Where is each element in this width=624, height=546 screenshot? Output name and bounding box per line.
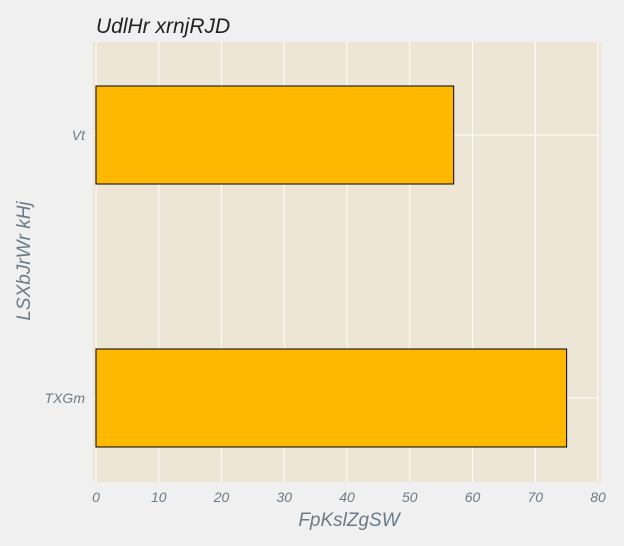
x-tick-label: 70: [527, 489, 543, 505]
y-tick-labels: Vt TXGm: [45, 127, 87, 406]
y-tick-label: Vt: [72, 127, 86, 143]
y-tick-label: TXGm: [45, 390, 86, 406]
bar-vt: [95, 85, 455, 185]
x-tick-label: 30: [276, 489, 292, 505]
y-axis-label: LSXbJrWr kHj: [14, 201, 35, 321]
bar-txgm: [95, 348, 568, 448]
x-tick-label: 60: [465, 489, 481, 505]
x-tick-label: 0: [92, 489, 100, 505]
x-tick-label: 10: [151, 489, 167, 505]
x-tick-label: 40: [339, 489, 355, 505]
x-tick-label: 20: [213, 489, 230, 505]
bars: [95, 85, 568, 448]
x-tick-label: 80: [590, 489, 606, 505]
x-tick-label: 50: [402, 489, 418, 505]
chart-title: UdlHr xrnjRJD: [96, 15, 230, 38]
x-tick-labels: 0 10 20 30 40 50 60 70 80: [92, 489, 606, 505]
x-axis-label: FpKslZgSW: [298, 510, 401, 531]
